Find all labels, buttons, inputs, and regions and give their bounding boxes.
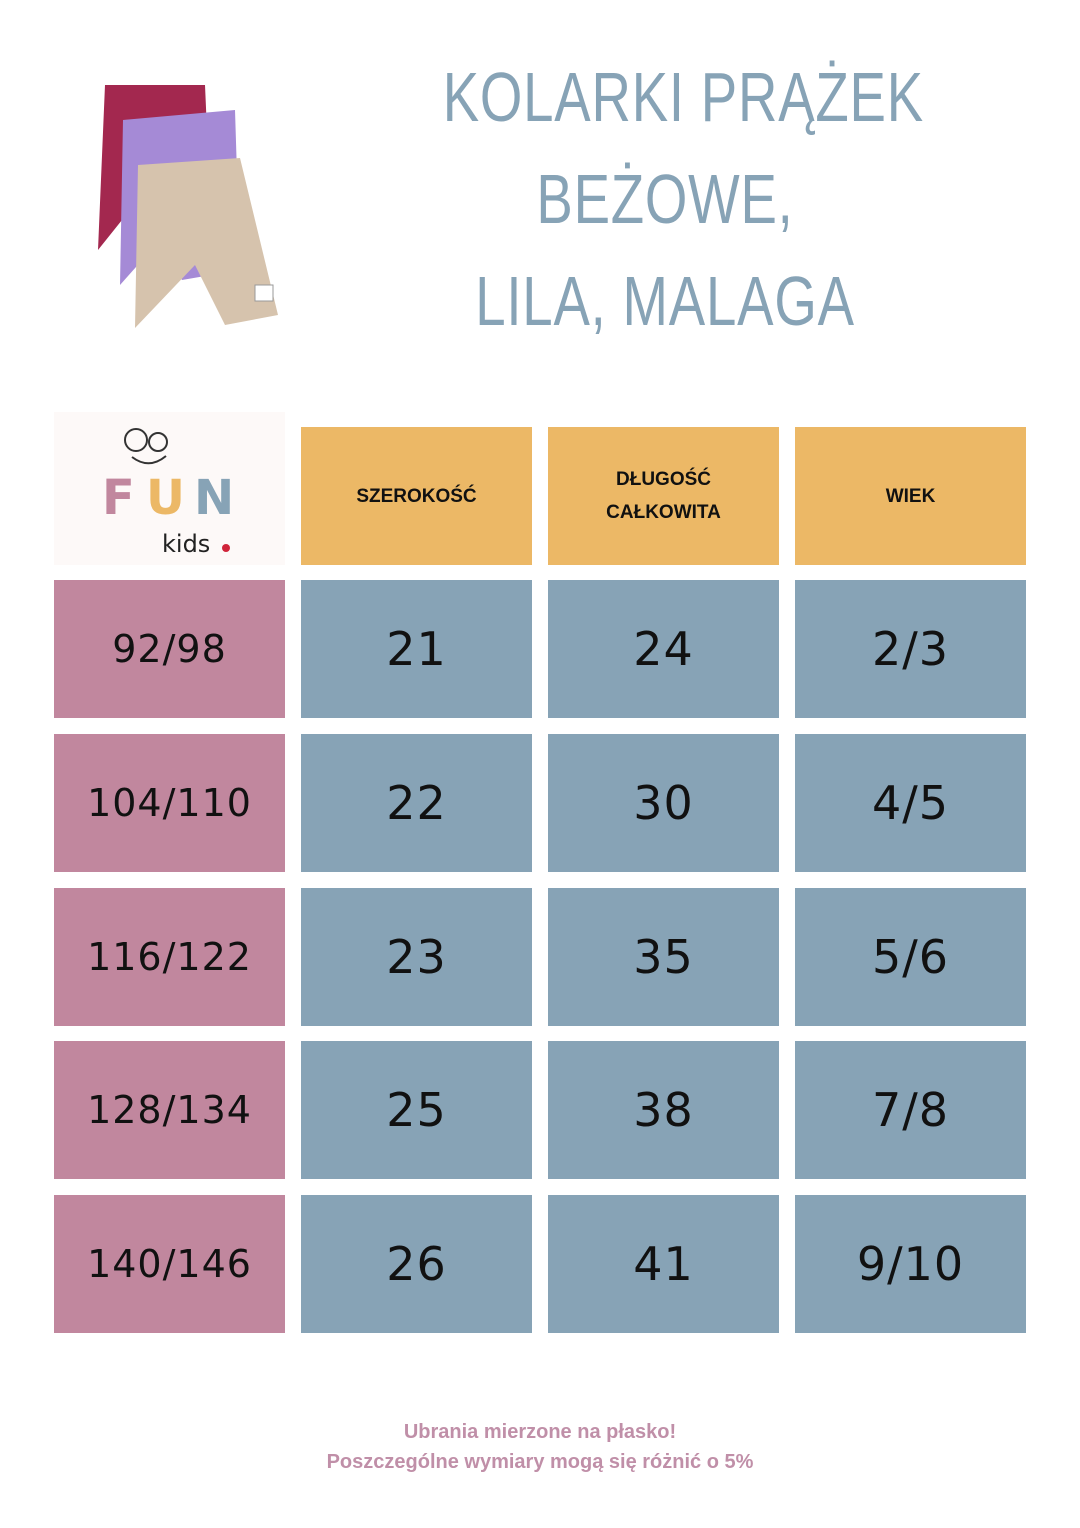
header-szerokosc: SZEROKOŚĆ	[301, 427, 532, 565]
szerokosc-cell: 25	[301, 1041, 532, 1179]
title-line-1: KOLARKI PRĄŻEK	[442, 58, 924, 136]
title-line-3: LILA, MALAGA	[475, 262, 855, 340]
size-cell: 92/98	[54, 580, 285, 718]
szerokosc-cell: 22	[301, 734, 532, 872]
wiek-cell: 7/8	[795, 1041, 1026, 1179]
svg-text:kids: kids	[162, 530, 210, 558]
szerokosc-cell: 26	[301, 1195, 532, 1333]
svg-text:N: N	[194, 470, 234, 526]
wiek-cell: 2/3	[795, 580, 1026, 718]
header-wiek: WIEK	[795, 427, 1026, 565]
wiek-cell: 5/6	[795, 888, 1026, 1026]
size-cell: 104/110	[54, 734, 285, 872]
dlugosc-cell: 24	[548, 580, 779, 718]
footer-note-2: Poszczególne wymiary mogą się różnić o 5…	[326, 1451, 754, 1473]
dlugosc-cell: 35	[548, 888, 779, 1026]
dlugosc-cell: 38	[548, 1041, 779, 1179]
header-dlugosc: DŁUGOŚĆ CAŁKOWITA	[548, 427, 779, 565]
svg-text:U: U	[146, 470, 185, 526]
fun-kids-logo: F U N kids	[54, 412, 285, 565]
title-line-2: BEŻOWE,	[536, 160, 794, 238]
size-cell: 128/134	[54, 1041, 285, 1179]
svg-text:F: F	[102, 470, 135, 526]
product-image-shorts	[98, 85, 278, 328]
footer-note-1: Ubrania mierzone na płasko!	[403, 1421, 677, 1443]
size-cell: 140/146	[54, 1195, 285, 1333]
logo-graphic: F U N kids	[102, 428, 234, 558]
dlugosc-cell: 30	[548, 734, 779, 872]
szerokosc-cell: 21	[301, 580, 532, 718]
dlugosc-cell: 41	[548, 1195, 779, 1333]
size-cell: 116/122	[54, 888, 285, 1026]
wiek-cell: 4/5	[795, 734, 1026, 872]
szerokosc-cell: 23	[301, 888, 532, 1026]
wiek-cell: 9/10	[795, 1195, 1026, 1333]
